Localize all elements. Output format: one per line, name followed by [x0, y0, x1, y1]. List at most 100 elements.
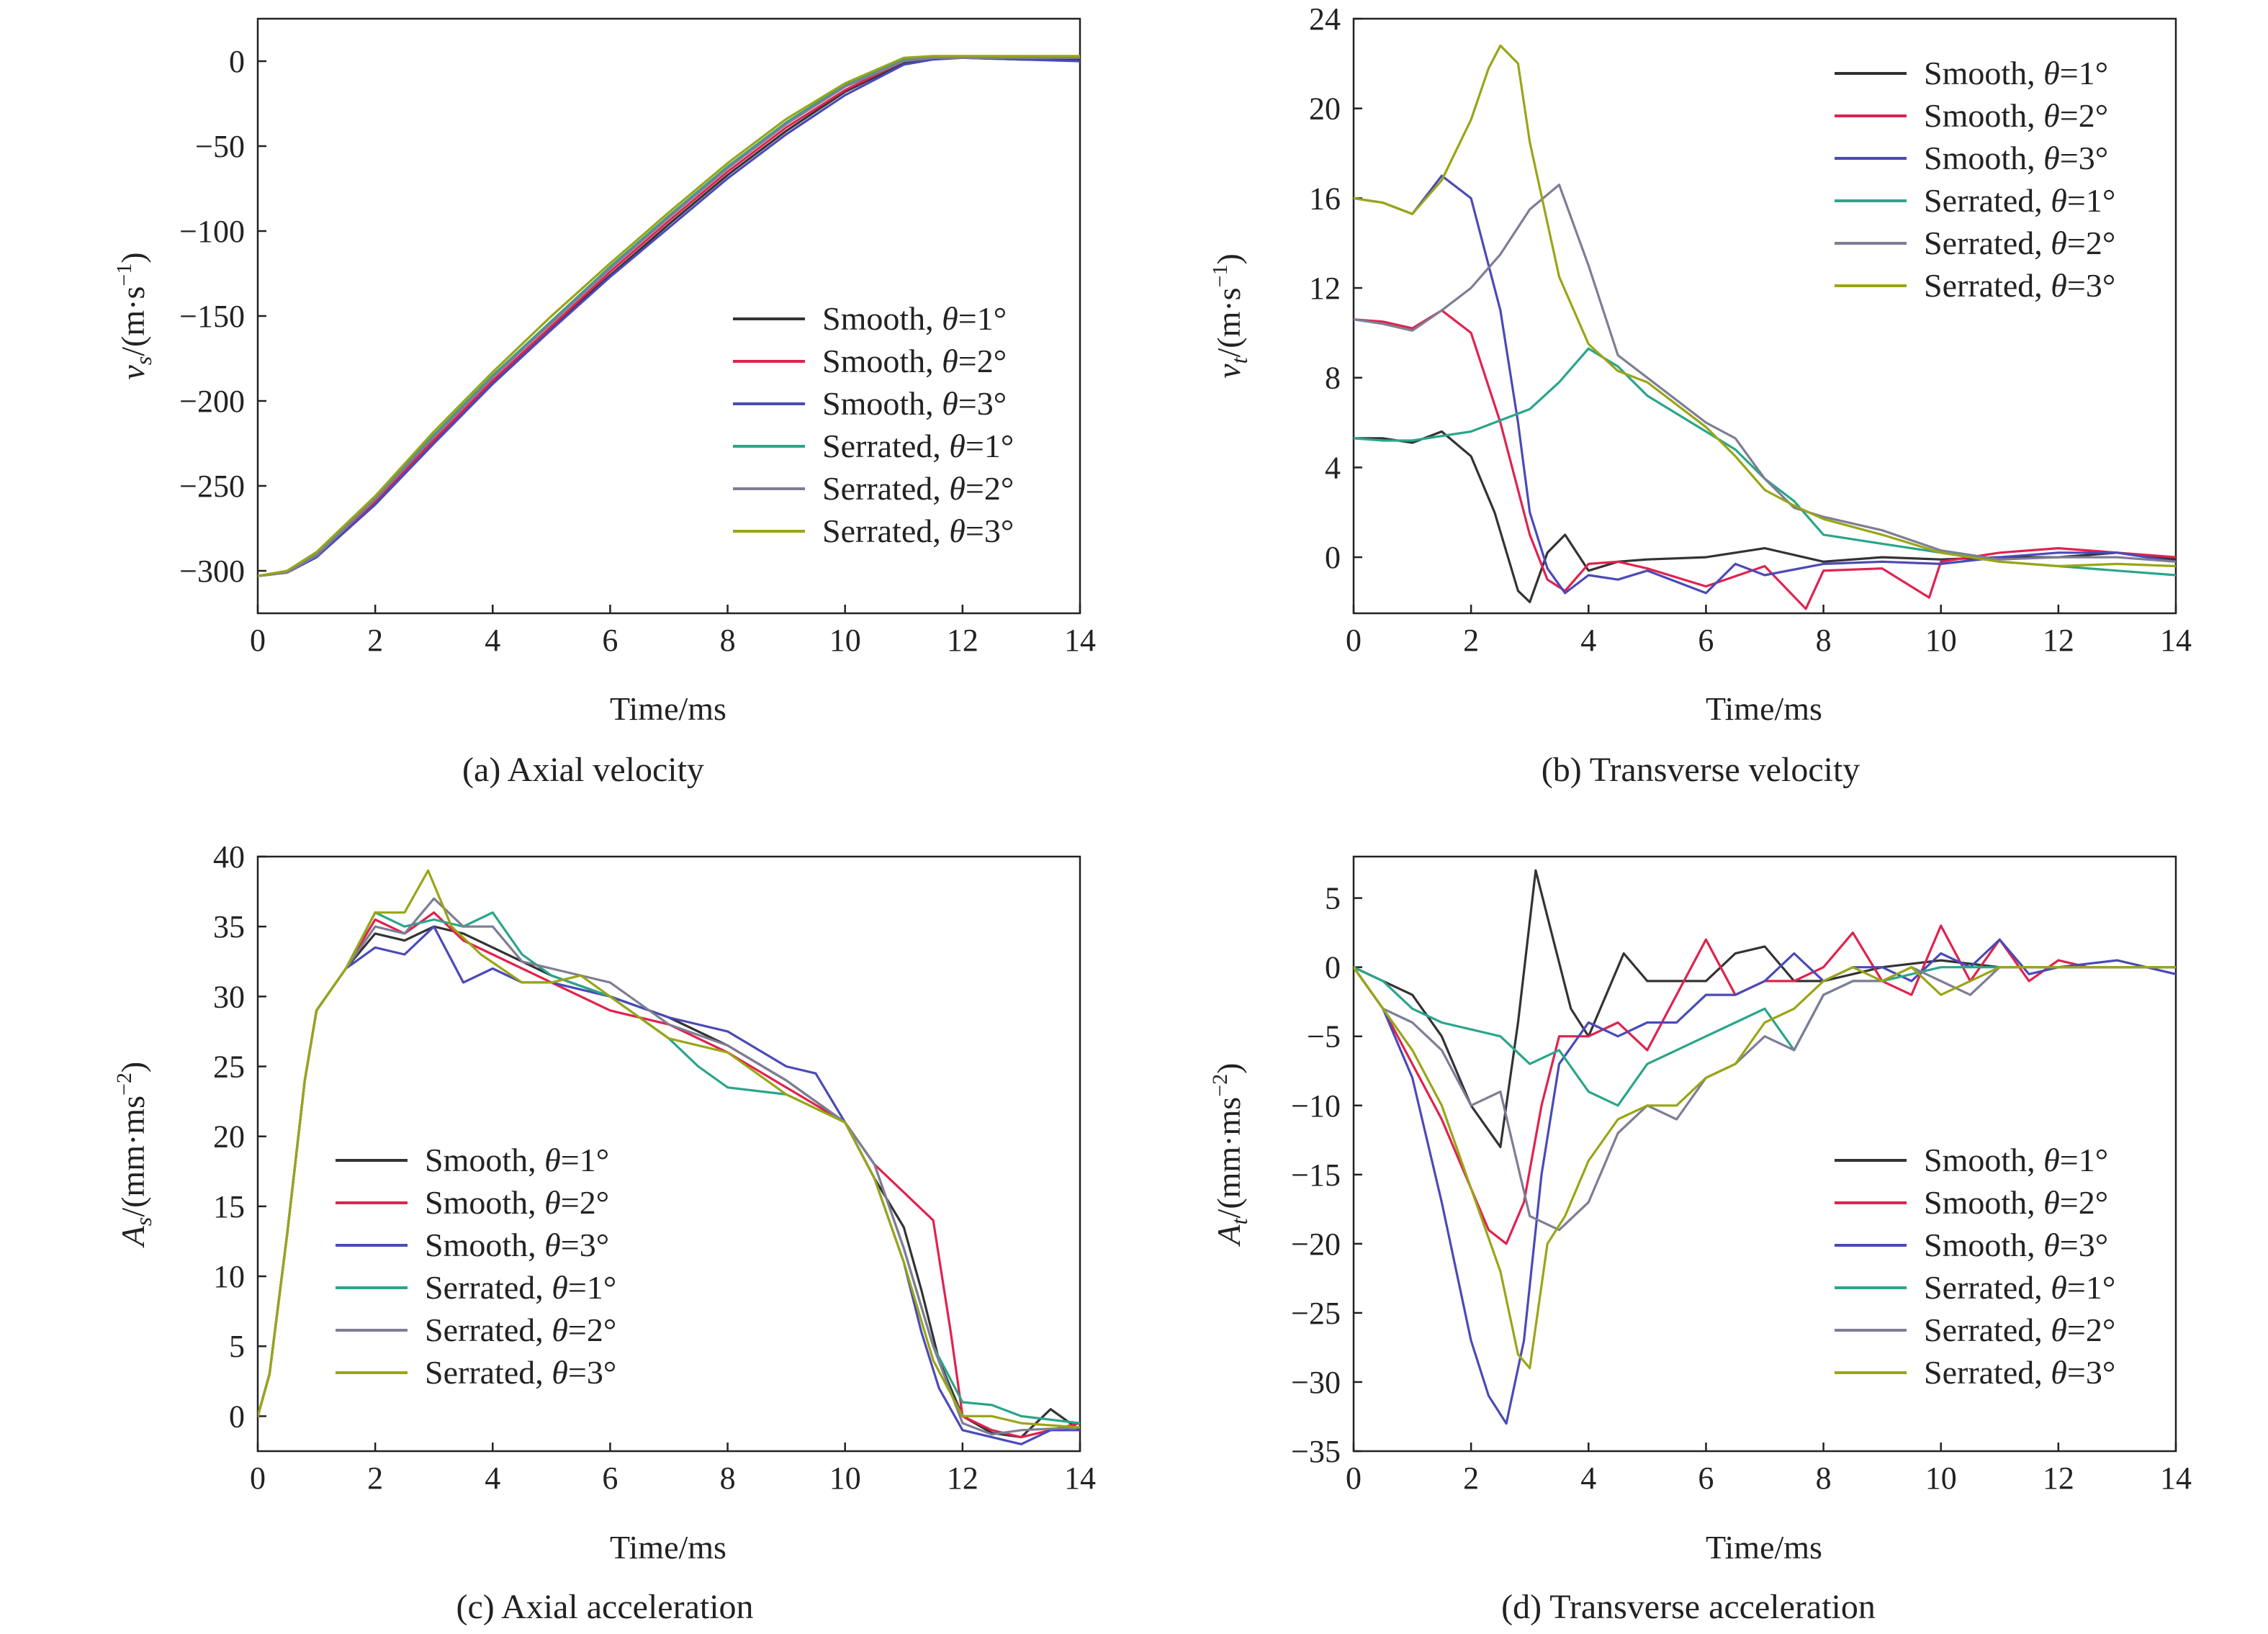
y-tick-label: 15 — [213, 1189, 245, 1224]
y-tick-label: 4 — [1325, 450, 1341, 485]
legend-entry: Smooth, θ=3° — [425, 1227, 609, 1263]
y-axis-label: As/(mm·ms−2) — [112, 1062, 156, 1248]
plot-frame — [256, 855, 1081, 1453]
legend-entry: Smooth, θ=1° — [425, 1142, 609, 1178]
y-tick-label: 8 — [1325, 361, 1341, 396]
series-line-1 — [258, 925, 1080, 1439]
legend: Smooth, θ=1° Smooth, θ=2° Smooth, θ=3° Serr… — [336, 1142, 616, 1391]
legend-entry: Smooth, θ=3° — [822, 385, 1007, 422]
y-tick-label: 5 — [229, 1329, 245, 1364]
x-tick-label: 4 — [485, 1461, 500, 1496]
x-tick-label: 12 — [947, 623, 978, 658]
legend-entry: Serrated, θ=2° — [425, 1312, 616, 1348]
series-line-4 — [1354, 966, 2176, 1107]
x-tick-label: 6 — [602, 623, 618, 658]
series-line-3 — [1354, 938, 2176, 1425]
legend-entry: Serrated, θ=3° — [425, 1354, 616, 1391]
x-tick-label: 12 — [947, 1461, 978, 1496]
y-tick-label: 16 — [1309, 181, 1341, 216]
y-tick-label: −20 — [1291, 1227, 1341, 1262]
y-tick-label: −35 — [1291, 1434, 1341, 1469]
x-tick-label: 0 — [1346, 1461, 1362, 1496]
y-axis-label: vs/(m·s−1) — [112, 252, 156, 379]
series-line-4 — [258, 911, 1080, 1425]
series-line-4 — [1354, 347, 2176, 577]
legend-entry: Smooth, θ=2° — [1924, 1184, 2108, 1221]
plot-frame — [1352, 855, 2177, 1453]
x-tick-label: 4 — [485, 623, 500, 658]
panel-transverse-velocity: (b) Transverse velocity Time/ms 0 2 4 6 8 10 1… — [1208, 1, 2192, 789]
legend-entry: Smooth, θ=2° — [425, 1184, 609, 1221]
series-line-2 — [258, 911, 1080, 1439]
y-tick-label: 10 — [213, 1259, 245, 1294]
x-tick-label: 6 — [1698, 1461, 1714, 1496]
series-line-5 — [258, 897, 1080, 1436]
x-tick-label: 6 — [602, 1461, 618, 1496]
legend: Smooth, θ=1° Smooth, θ=2° Smooth, θ=3° Serr… — [1835, 1142, 2115, 1391]
y-tick-label: −5 — [1307, 1019, 1341, 1055]
x-tick-label: 10 — [1925, 623, 1957, 658]
y-tick-label: 5 — [1325, 881, 1341, 916]
series-line-1 — [1354, 430, 2176, 604]
y-tick-label: −150 — [179, 299, 245, 334]
x-tick-label: 14 — [2160, 623, 2192, 658]
y-tick-label: 0 — [1325, 950, 1341, 985]
x-tick-label: 8 — [720, 623, 736, 658]
y-tick-label: 20 — [1309, 91, 1341, 127]
x-tick-label: 0 — [250, 1461, 266, 1496]
y-tick-label: 0 — [1325, 540, 1341, 575]
panel-transverse-acceleration: (d) Transverse acceleration Time/ms 0 2 4 6… — [1208, 855, 2192, 1626]
y-axis-label: vt/(m·s−1) — [1208, 253, 1252, 379]
legend-entry: Serrated, θ=2° — [1924, 1312, 2115, 1348]
x-tick-label: 0 — [1346, 623, 1362, 658]
series-line-5 — [258, 56, 1080, 577]
x-tick-label: 10 — [1925, 1461, 1957, 1496]
series-line-3 — [1354, 174, 2176, 595]
x-tick-label: 14 — [1064, 623, 1096, 658]
y-tick-label: −15 — [1291, 1157, 1341, 1193]
x-tick-label: 10 — [829, 623, 861, 658]
y-tick-label: −25 — [1291, 1296, 1341, 1331]
x-tick-label: 8 — [1816, 1461, 1832, 1496]
y-tick-label: −50 — [195, 129, 245, 164]
y-tick-label: −300 — [179, 554, 245, 589]
legend-entry: Smooth, θ=2° — [1924, 97, 2108, 134]
panel-caption: (a) Axial velocity — [462, 751, 704, 789]
legend-entry: Serrated, θ=3° — [1924, 267, 2115, 304]
legend-entry: Smooth, θ=3° — [1924, 140, 2108, 176]
panel-caption: (c) Axial acceleration — [456, 1588, 753, 1626]
y-tick-label: −250 — [179, 469, 245, 504]
legend: Smooth, θ=1° Smooth, θ=2° Smooth, θ=3° Serr… — [1835, 55, 2115, 304]
panel-caption: (d) Transverse acceleration — [1501, 1588, 1876, 1626]
legend-entry: Serrated, θ=3° — [822, 513, 1014, 549]
panel-caption: (b) Transverse velocity — [1542, 751, 1860, 789]
legend-entry: Smooth, θ=2° — [822, 343, 1007, 379]
legend-entry: Smooth, θ=1° — [1924, 55, 2108, 91]
y-tick-label: 40 — [213, 839, 245, 875]
legend-entry: Smooth, θ=1° — [822, 300, 1007, 337]
x-axis-label: Time/ms — [610, 1529, 726, 1566]
y-tick-label: 20 — [213, 1119, 245, 1155]
series-line-6 — [1354, 966, 2176, 1370]
x-tick-label: 8 — [1816, 623, 1832, 658]
x-tick-label: 14 — [2160, 1461, 2192, 1496]
series-line-6 — [1354, 44, 2176, 568]
y-tick-label: −200 — [179, 384, 245, 419]
x-axis-label: Time/ms — [1706, 690, 1822, 727]
x-tick-label: 12 — [2043, 1461, 2074, 1496]
y-tick-label: 25 — [213, 1050, 245, 1085]
y-tick-label: −30 — [1291, 1365, 1341, 1400]
x-tick-label: 2 — [1463, 623, 1479, 658]
y-tick-label: −10 — [1291, 1088, 1341, 1124]
series-line-5 — [1354, 184, 2176, 563]
y-tick-label: −100 — [179, 214, 245, 249]
x-tick-label: 4 — [1580, 1461, 1596, 1496]
plot-frame — [1352, 17, 2177, 615]
x-tick-label: 10 — [829, 1461, 861, 1496]
x-tick-label: 2 — [367, 623, 383, 658]
panel-axial-acceleration: (c) Axial acceleration Time/ms 0 2 4 6 8 10 12… — [112, 839, 1096, 1626]
legend-entry: Serrated, θ=1° — [425, 1269, 616, 1306]
legend-entry: Serrated, θ=1° — [822, 428, 1014, 464]
x-tick-label: 2 — [367, 1461, 383, 1496]
legend-entry: Serrated, θ=1° — [1924, 1269, 2115, 1306]
